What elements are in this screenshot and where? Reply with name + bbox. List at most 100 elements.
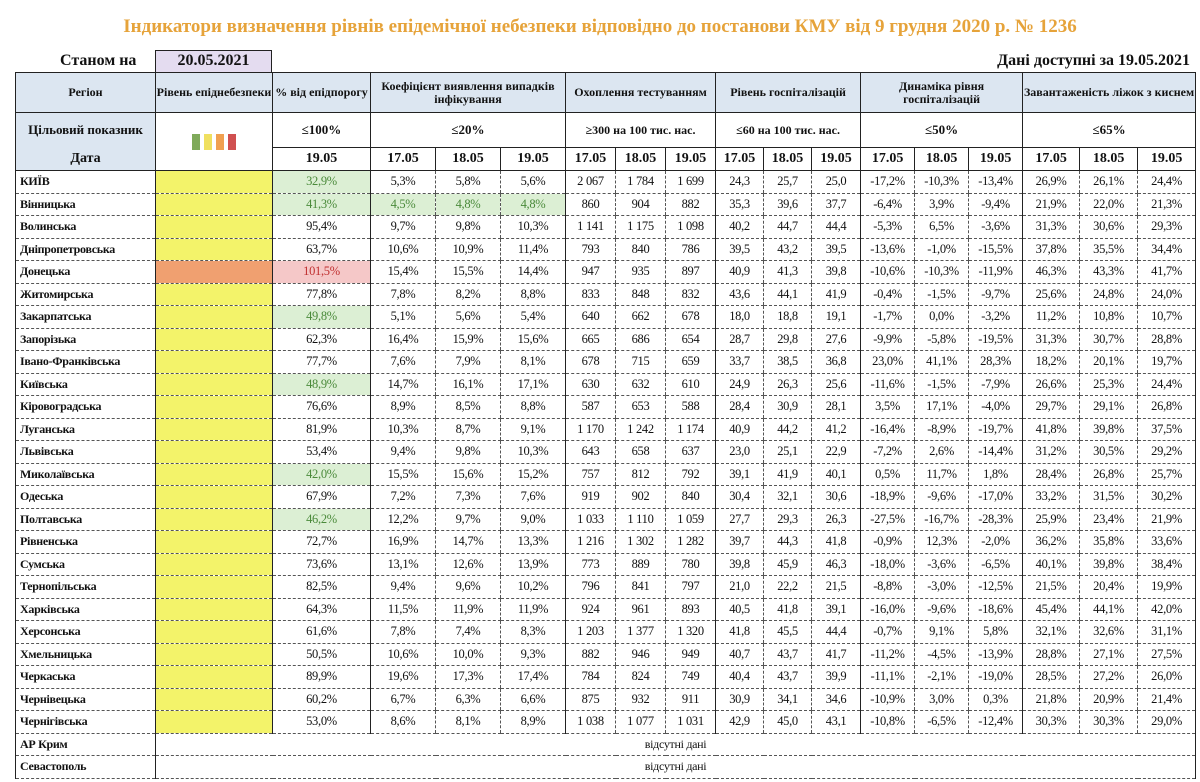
- value-cell: 21,5%: [1022, 575, 1080, 599]
- value-cell: 10,3%: [370, 418, 436, 441]
- as-of-label: Станом на: [60, 52, 137, 69]
- value-cell: 11,7%: [914, 463, 969, 486]
- region-name: Чернівецька: [15, 688, 156, 711]
- value-cell: -18,6%: [968, 598, 1023, 621]
- date-header: 17.05: [715, 147, 765, 171]
- level-cell: [155, 238, 273, 261]
- value-cell: 5,8%: [435, 170, 501, 194]
- pct-cell: 53,0%: [272, 710, 371, 734]
- value-cell: -19,5%: [968, 328, 1023, 351]
- value-cell: 28,5%: [1022, 665, 1080, 689]
- value-cell: 5,6%: [435, 305, 501, 329]
- value-cell: 911: [664, 688, 716, 711]
- value-cell: 41,9: [811, 283, 861, 306]
- value-cell: 793: [565, 238, 616, 261]
- value-cell: 25,1: [763, 440, 812, 464]
- pct-cell: 42,0%: [272, 463, 371, 486]
- region-name: Івано-Франківська: [15, 350, 156, 374]
- value-cell: 8,9%: [370, 395, 436, 419]
- value-cell: 8,3%: [500, 620, 566, 644]
- value-cell: 11,9%: [500, 598, 566, 621]
- value-cell: 33,2%: [1022, 485, 1080, 509]
- value-cell: -7,2%: [860, 440, 915, 464]
- value-cell: 786: [664, 238, 716, 261]
- value-cell: 44,4: [811, 215, 861, 239]
- value-cell: -9,6%: [914, 598, 969, 621]
- value-cell: 31,2%: [1022, 440, 1080, 464]
- value-cell: 39,6: [763, 193, 812, 216]
- value-cell: 26,1%: [1079, 170, 1138, 194]
- value-cell: 25,6: [811, 373, 861, 396]
- value-cell: -0,7%: [860, 620, 915, 644]
- value-cell: 15,9%: [435, 328, 501, 351]
- pct-cell: 81,9%: [272, 418, 371, 441]
- value-cell: 38,4%: [1137, 553, 1197, 576]
- value-cell: 39,9: [811, 665, 861, 689]
- value-cell: 28,4: [715, 395, 764, 419]
- value-cell: 28,7: [715, 328, 764, 351]
- value-cell: -13,6%: [860, 238, 915, 261]
- region-name: Полтавська: [15, 508, 156, 531]
- table-row: Київська 48,9% 14,7% 16,1% 17,1% 630 632 610 24,…: [15, 373, 1197, 396]
- value-cell: 40,9: [715, 418, 764, 441]
- value-cell: -18,9%: [860, 485, 915, 509]
- level-cell: [155, 395, 273, 419]
- value-cell: 9,7%: [435, 508, 501, 531]
- pct-cell: 64,3%: [272, 598, 371, 621]
- value-cell: 22,2: [763, 575, 812, 599]
- value-cell: 949: [664, 643, 716, 666]
- table-row: Чернівецька 60,2% 6,7% 6,3% 6,6% 875 932 911 30,…: [15, 688, 1197, 711]
- value-cell: -4,0%: [968, 395, 1023, 419]
- value-cell: 39,7: [715, 530, 764, 554]
- value-cell: -2,1%: [914, 665, 969, 689]
- value-cell: 30,4: [715, 485, 764, 509]
- date-header: 18.05: [1079, 147, 1139, 171]
- value-cell: -9,6%: [914, 485, 969, 509]
- value-cell: 35,5%: [1079, 238, 1138, 261]
- value-cell: 29,8: [763, 328, 812, 351]
- value-cell: 19,1: [811, 305, 861, 329]
- value-cell: 36,8: [811, 350, 861, 374]
- value-cell: 749: [664, 665, 716, 689]
- value-cell: 686: [615, 328, 666, 351]
- value-cell: 1 077: [615, 710, 666, 734]
- value-cell: 8,2%: [435, 283, 501, 306]
- value-cell: 5,3%: [370, 170, 436, 194]
- value-cell: 17,4%: [500, 665, 566, 689]
- value-cell: 15,5%: [370, 463, 436, 486]
- value-cell: 41,7: [811, 643, 861, 666]
- value-cell: 30,7%: [1079, 328, 1138, 351]
- level-cell: [155, 440, 273, 464]
- value-cell: 1 302: [615, 530, 666, 554]
- value-cell: 21,9%: [1022, 193, 1080, 216]
- value-cell: 18,2%: [1022, 350, 1080, 374]
- date-header: 19.05: [811, 147, 862, 171]
- value-cell: 43,7: [763, 643, 812, 666]
- value-cell: 26,3: [763, 373, 812, 396]
- value-cell: 23,0: [715, 440, 764, 464]
- value-cell: 30,9: [763, 395, 812, 419]
- level-cell: [155, 598, 273, 621]
- value-cell: 24,0%: [1137, 283, 1197, 306]
- value-cell: 1 038: [565, 710, 616, 734]
- value-cell: -0,9%: [860, 530, 915, 554]
- value-cell: 897: [664, 260, 716, 284]
- level-legend: [155, 112, 273, 171]
- value-cell: 780: [664, 553, 716, 576]
- value-cell: 25,7: [763, 170, 812, 194]
- value-cell: 9,7%: [370, 215, 436, 239]
- value-cell: 893: [664, 598, 716, 621]
- value-cell: 44,1%: [1079, 598, 1138, 621]
- pct-cell: 76,6%: [272, 395, 371, 419]
- value-cell: 39,1: [715, 463, 764, 486]
- value-cell: 14,7%: [370, 373, 436, 396]
- value-cell: 9,1%: [500, 418, 566, 441]
- value-cell: 9,8%: [435, 440, 501, 464]
- value-cell: 848: [615, 283, 666, 306]
- level-cell: [155, 530, 273, 554]
- value-cell: 0,5%: [860, 463, 915, 486]
- value-cell: 39,8: [715, 553, 764, 576]
- level-cell: [155, 463, 273, 486]
- value-cell: -11,9%: [968, 260, 1023, 284]
- value-cell: 39,1: [811, 598, 861, 621]
